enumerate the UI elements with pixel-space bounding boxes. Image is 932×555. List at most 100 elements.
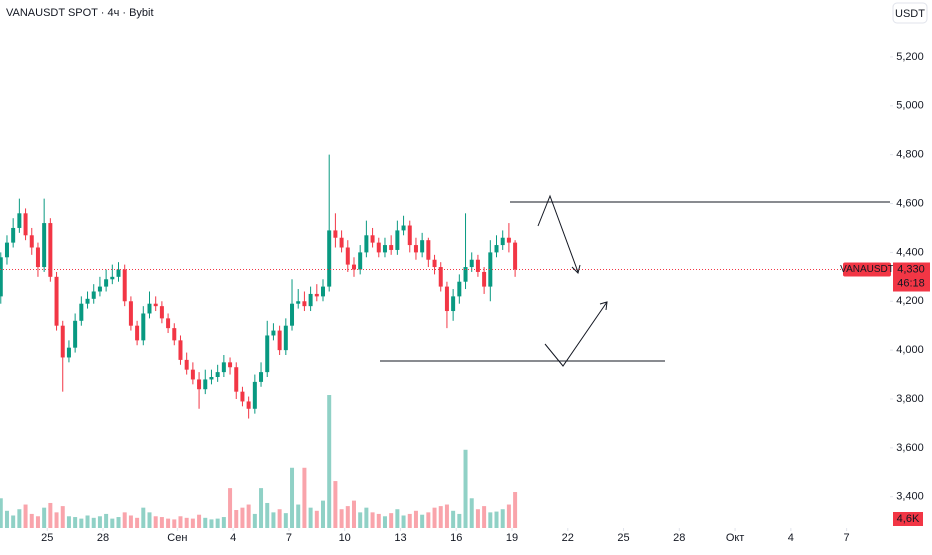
candle-body xyxy=(296,301,301,304)
drawing-arrowhead xyxy=(599,301,608,311)
candle-body xyxy=(172,328,177,341)
y-tick-label: 4,000 xyxy=(896,344,924,356)
volume-bar xyxy=(197,514,202,528)
candle-body xyxy=(413,245,418,253)
volume-bar xyxy=(159,517,164,528)
candle-body xyxy=(159,306,164,319)
candle-body xyxy=(252,381,257,409)
volume-bar xyxy=(494,511,499,528)
candle-body xyxy=(407,225,412,246)
x-tick-label: 28 xyxy=(97,532,109,544)
candle-body xyxy=(60,325,65,358)
volume-bar xyxy=(407,513,412,528)
x-tick-label: 10 xyxy=(339,532,351,544)
candle-body xyxy=(333,230,338,238)
currency-button[interactable] xyxy=(892,2,928,24)
candle-body xyxy=(135,325,140,341)
volume-bar xyxy=(147,512,152,528)
volume-bar xyxy=(364,507,369,528)
countdown-label: 46:18 xyxy=(897,277,925,289)
volume-bar xyxy=(203,517,208,528)
candle-body xyxy=(308,293,313,307)
volume-bar xyxy=(475,509,480,528)
volume-tag xyxy=(893,512,923,526)
candle-body xyxy=(345,247,350,265)
volume-bar xyxy=(500,509,505,528)
volume-bar xyxy=(184,517,189,528)
volume-bar xyxy=(314,510,319,528)
candle-body xyxy=(395,230,400,250)
volume-bar xyxy=(345,506,350,528)
candle-body xyxy=(277,330,282,351)
candle-body xyxy=(128,301,133,326)
candle-body xyxy=(506,237,511,243)
volume-bar xyxy=(35,516,40,528)
volume-bar xyxy=(122,512,127,528)
volume-bar xyxy=(451,510,456,528)
volume-bar xyxy=(265,502,270,528)
candle-body xyxy=(17,213,22,228)
volume-bar xyxy=(327,395,332,528)
x-tick-label: 25 xyxy=(617,532,629,544)
x-tick-label: 7 xyxy=(286,532,292,544)
volume-bar xyxy=(153,516,158,528)
volume-bar xyxy=(389,513,394,528)
candle-body xyxy=(54,276,59,326)
candle-body xyxy=(190,369,195,380)
candle-body xyxy=(79,303,84,321)
candle-body xyxy=(147,303,152,314)
candle-body xyxy=(166,318,171,329)
candle-body xyxy=(382,245,387,253)
candle-body xyxy=(221,362,226,373)
candle-body xyxy=(29,235,34,248)
x-tick-label: 25 xyxy=(41,532,53,544)
volume-bar xyxy=(85,515,90,528)
volume-bar xyxy=(432,507,437,528)
x-tick-label: 22 xyxy=(562,532,574,544)
candle-body xyxy=(290,303,295,326)
drawing-arrow xyxy=(544,301,608,367)
volume-bar xyxy=(339,509,344,528)
volume-bar xyxy=(66,516,71,528)
y-tick-label: 5,200 xyxy=(896,51,924,63)
volume-bar xyxy=(79,518,84,528)
candle-body xyxy=(184,359,189,370)
volume-bar xyxy=(178,516,183,528)
currency-label[interactable]: USDT xyxy=(895,8,925,20)
y-tick-label: 4,200 xyxy=(896,295,924,307)
candle-body xyxy=(4,242,9,258)
volume-bar xyxy=(259,488,264,528)
candle-body xyxy=(141,313,146,341)
volume-bar xyxy=(296,504,301,528)
volume-bar xyxy=(60,506,65,528)
volume-bar xyxy=(395,509,400,528)
price-tag xyxy=(893,262,930,292)
candle-body xyxy=(228,362,233,368)
volume-bar xyxy=(308,507,313,528)
drawing-arrow xyxy=(537,194,579,273)
candle-body xyxy=(73,320,78,348)
candle-body xyxy=(321,286,326,297)
x-tick-label: 28 xyxy=(673,532,685,544)
plot xyxy=(0,56,893,531)
candle-body xyxy=(110,276,115,280)
candle-body xyxy=(66,347,71,358)
volume-bar xyxy=(482,506,487,528)
volume-bar xyxy=(246,504,251,528)
volume-label: 4,6K xyxy=(897,513,920,525)
volume-bar xyxy=(215,518,220,528)
y-tick-label: 4,600 xyxy=(896,197,924,209)
candle-body xyxy=(203,379,208,390)
volume-bar xyxy=(469,498,474,528)
candle-body xyxy=(432,259,437,268)
volume-bar xyxy=(376,513,381,528)
candle-body xyxy=(444,286,449,312)
candle-body xyxy=(457,281,462,297)
volume-bar xyxy=(444,504,449,528)
volume-bar xyxy=(29,513,34,528)
drawings xyxy=(380,194,890,367)
volume-bar xyxy=(321,500,326,528)
volume-bar xyxy=(413,510,418,528)
candle-body xyxy=(234,367,239,392)
